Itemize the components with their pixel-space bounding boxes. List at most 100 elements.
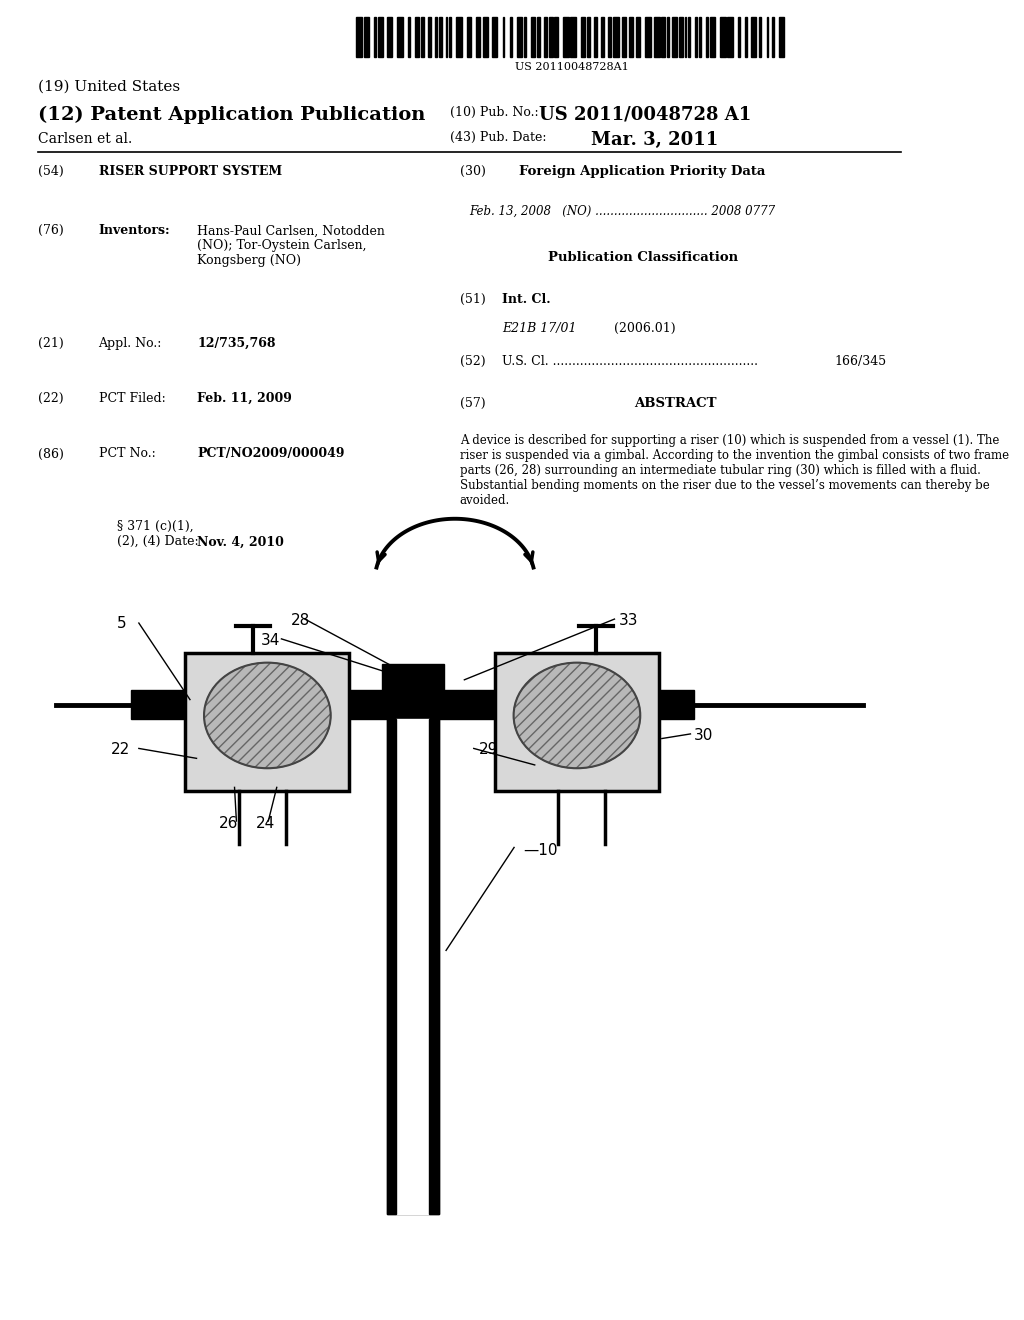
Text: (52): (52): [460, 355, 485, 368]
Bar: [623, 17, 626, 57]
Text: Hans-Paul Carlsen, Notodden
(NO); Tor-Oystein Carlsen,
Kongsberg (NO): Hans-Paul Carlsen, Notodden (NO); Tor-Oy…: [197, 224, 385, 268]
Text: (76): (76): [38, 224, 63, 238]
Bar: [549, 17, 553, 57]
Bar: [767, 17, 768, 57]
Text: RISER SUPPORT SYSTEM: RISER SUPPORT SYSTEM: [98, 165, 282, 178]
Bar: [378, 17, 383, 57]
Bar: [745, 17, 746, 57]
Bar: [476, 17, 479, 57]
Bar: [698, 17, 700, 57]
Text: 30: 30: [694, 727, 714, 743]
Text: E21B 17/01: E21B 17/01: [502, 322, 577, 335]
Bar: [727, 17, 733, 57]
Bar: [594, 17, 597, 57]
Bar: [630, 17, 633, 57]
Text: Feb. 13, 2008   (NO) .............................. 2008 0777: Feb. 13, 2008 (NO) .....................…: [469, 205, 775, 218]
Bar: [387, 17, 392, 57]
Text: 166/345: 166/345: [835, 355, 887, 368]
Text: (12) Patent Application Publication: (12) Patent Application Publication: [38, 106, 425, 124]
Bar: [131, 690, 694, 719]
Text: —10: —10: [523, 842, 558, 858]
Bar: [467, 17, 471, 57]
Text: 24: 24: [256, 816, 275, 832]
Text: § 371 (c)(1),
(2), (4) Date:: § 371 (c)(1), (2), (4) Date:: [118, 520, 199, 548]
Text: PCT/NO2009/000049: PCT/NO2009/000049: [197, 447, 344, 461]
Text: (30): (30): [460, 165, 485, 178]
Bar: [457, 17, 462, 57]
Bar: [483, 17, 488, 57]
Bar: [450, 17, 451, 57]
Bar: [772, 17, 774, 57]
Bar: [613, 17, 618, 57]
Bar: [421, 17, 424, 57]
Bar: [582, 17, 585, 57]
Text: (43) Pub. Date:: (43) Pub. Date:: [451, 131, 547, 144]
Bar: [779, 17, 784, 57]
Text: 12/735,768: 12/735,768: [197, 337, 275, 350]
Bar: [185, 652, 349, 791]
Bar: [654, 17, 659, 57]
Text: 29: 29: [478, 742, 498, 758]
Bar: [672, 17, 678, 57]
Text: (21): (21): [38, 337, 63, 350]
Bar: [409, 17, 410, 57]
Text: (54): (54): [38, 165, 63, 178]
Text: (19) United States: (19) United States: [38, 79, 179, 94]
Text: US 2011/0048728 A1: US 2011/0048728 A1: [540, 106, 752, 124]
Text: (51): (51): [460, 293, 485, 306]
Bar: [495, 652, 659, 791]
Text: (2006.01): (2006.01): [614, 322, 676, 335]
Bar: [503, 17, 505, 57]
Text: U.S. Cl. .....................................................: U.S. Cl. ...............................…: [502, 355, 758, 368]
Text: Nov. 4, 2010: Nov. 4, 2010: [197, 536, 284, 549]
Text: Inventors:: Inventors:: [98, 224, 170, 238]
Bar: [531, 17, 535, 57]
Bar: [570, 17, 575, 57]
Text: Int. Cl.: Int. Cl.: [502, 293, 551, 306]
Bar: [685, 17, 686, 57]
Text: A device is described for supporting a riser (10) which is suspended from a vess: A device is described for supporting a r…: [460, 434, 1009, 507]
Bar: [601, 17, 604, 57]
Text: Foreign Application Priority Data: Foreign Application Priority Data: [519, 165, 766, 178]
Bar: [397, 17, 402, 57]
Text: (86): (86): [38, 447, 63, 461]
Text: 26: 26: [218, 816, 238, 832]
Bar: [375, 17, 376, 57]
Bar: [688, 17, 690, 57]
Bar: [416, 17, 419, 57]
Bar: [706, 17, 708, 57]
Bar: [710, 17, 715, 57]
Bar: [563, 17, 568, 57]
Bar: [554, 17, 558, 57]
Bar: [760, 17, 761, 57]
Bar: [387, 719, 396, 1214]
Bar: [445, 17, 447, 57]
Text: 28: 28: [291, 612, 310, 628]
Text: Feb. 11, 2009: Feb. 11, 2009: [197, 392, 292, 405]
Text: (57): (57): [460, 397, 485, 411]
Bar: [364, 17, 369, 57]
Bar: [387, 719, 438, 1214]
Bar: [396, 719, 429, 1214]
Text: (10) Pub. No.:: (10) Pub. No.:: [451, 106, 539, 119]
Bar: [356, 17, 361, 57]
Bar: [544, 17, 547, 57]
Ellipse shape: [204, 663, 331, 768]
Bar: [637, 17, 640, 57]
Text: PCT Filed:: PCT Filed:: [98, 392, 165, 405]
Bar: [695, 17, 697, 57]
Bar: [662, 17, 665, 57]
Text: Appl. No.:: Appl. No.:: [98, 337, 162, 350]
Text: US 20110048728A1: US 20110048728A1: [515, 62, 629, 73]
Bar: [720, 17, 726, 57]
Text: PCT No.:: PCT No.:: [98, 447, 156, 461]
Text: Publication Classification: Publication Classification: [548, 251, 737, 264]
Bar: [608, 17, 611, 57]
Bar: [537, 17, 540, 57]
Bar: [679, 17, 683, 57]
Bar: [492, 17, 498, 57]
Bar: [667, 17, 669, 57]
Bar: [517, 17, 522, 57]
Text: ABSTRACT: ABSTRACT: [634, 397, 717, 411]
Bar: [429, 719, 438, 1214]
